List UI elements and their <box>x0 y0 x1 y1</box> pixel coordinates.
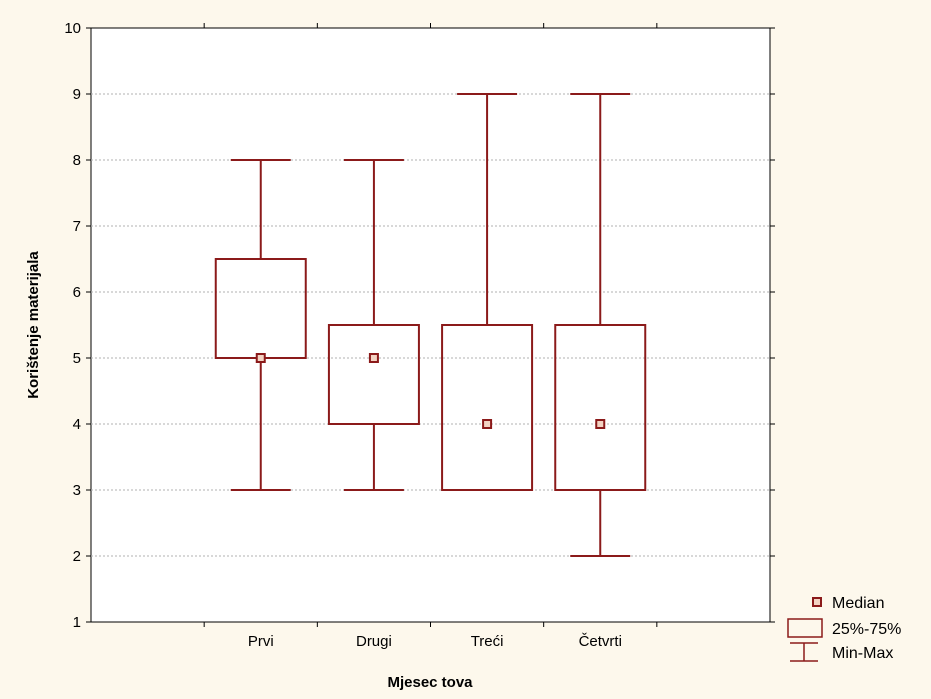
y-axis-title: Korištenje materijala <box>25 251 42 399</box>
y-tick-label: 10 <box>64 20 81 37</box>
box-prvi <box>214 159 307 491</box>
y-tick-label: 2 <box>73 548 81 565</box>
x-tick-label: Četvrti <box>579 633 622 650</box>
median-marker <box>482 419 493 429</box>
legend-item-range: Min-Max <box>790 642 893 662</box>
grid-lines <box>91 93 770 557</box>
iqr-box <box>327 324 420 425</box>
iqr-box <box>554 324 647 491</box>
y-tick-label: 7 <box>73 218 81 235</box>
x-axis-title: Mjesec tova <box>387 674 473 691</box>
x-tick-label: Drugi <box>356 633 392 650</box>
median-marker <box>368 353 379 363</box>
legend-label: Median <box>832 595 884 612</box>
y-tick-label: 9 <box>73 86 81 103</box>
legend-box-swatch <box>787 618 823 638</box>
legend-label: 25%-75% <box>832 621 901 638</box>
box-treći <box>441 93 534 491</box>
box-drugi <box>327 159 420 491</box>
y-tick-label: 5 <box>73 350 81 367</box>
legend-label: Min-Max <box>832 645 893 662</box>
legend-item-iqr: 25%-75% <box>787 618 901 638</box>
iqr-box <box>441 324 534 491</box>
median-marker <box>255 353 266 363</box>
axis-ticks: 1 2 3 4 5 6 7 8 9 10 Prvi Drugi Treći Četvrti <box>64 20 775 650</box>
y-tick-label: 4 <box>73 416 81 433</box>
legend-median-swatch <box>812 597 822 607</box>
y-tick-label: 6 <box>73 284 81 301</box>
y-tick-label: 8 <box>73 152 81 169</box>
x-tick-label: Prvi <box>248 633 274 650</box>
legend: Median 25%-75% Min-Max <box>787 595 901 662</box>
box-series <box>214 93 647 557</box>
box-četvrti <box>554 93 647 557</box>
legend-item-median: Median <box>812 595 884 612</box>
y-tick-label: 1 <box>73 614 81 631</box>
x-tick-label: Treći <box>471 633 504 650</box>
median-marker <box>595 419 606 429</box>
y-tick-label: 3 <box>73 482 81 499</box>
plot-area <box>90 27 771 623</box>
